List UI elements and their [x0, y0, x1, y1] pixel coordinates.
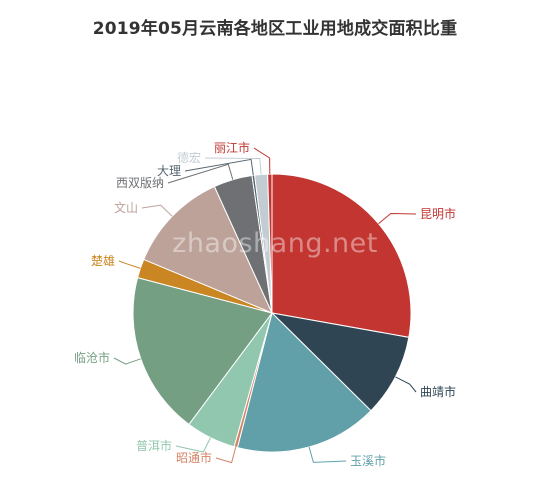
slice-label-8: 文山: [114, 200, 138, 215]
leader-line-4: [215, 447, 237, 464]
leader-line-11: [204, 157, 262, 175]
slice-label-11: 德宏: [177, 150, 201, 165]
slice-label-1: 昆明市: [420, 206, 456, 221]
leader-line-1: [378, 212, 417, 225]
slice-label-5: 普洱市: [136, 438, 172, 453]
slice-label-9: 西双版纳: [116, 176, 164, 190]
pie-slice-6[interactable]: [132, 276, 273, 426]
pie-slice-2[interactable]: [270, 312, 410, 412]
slice-label-2: 曲靖市: [420, 384, 456, 399]
leader-line-10: [184, 158, 254, 176]
slice-label-4: 昭通市: [176, 450, 212, 465]
leader-line-3: [308, 446, 347, 463]
pie-slice-3[interactable]: [236, 312, 372, 453]
leader-line-6: [113, 357, 141, 365]
leader-line-8: [141, 204, 173, 217]
slices-layer: [132, 173, 412, 453]
slice-label-3: 玉溪市: [350, 453, 386, 468]
slice-label-6: 临沧市: [74, 350, 110, 365]
leader-line-9: [167, 163, 234, 184]
leader-line-7: [118, 260, 141, 269]
slice-label-12: 丽江市: [214, 140, 250, 155]
pie-slice-1[interactable]: [271, 173, 412, 338]
leader-line-2: [395, 376, 417, 393]
chart-title: 2019年05月云南各地区工业用地成交面积比重: [92, 19, 458, 39]
slice-label-10: 大理: [157, 164, 181, 178]
pie-slice-12[interactable]: [267, 173, 273, 314]
slice-label-7: 楚雄: [91, 253, 115, 268]
pie-slice-8[interactable]: [143, 185, 273, 314]
leader-line-12: [253, 147, 271, 175]
leader-line-5: [175, 437, 211, 453]
